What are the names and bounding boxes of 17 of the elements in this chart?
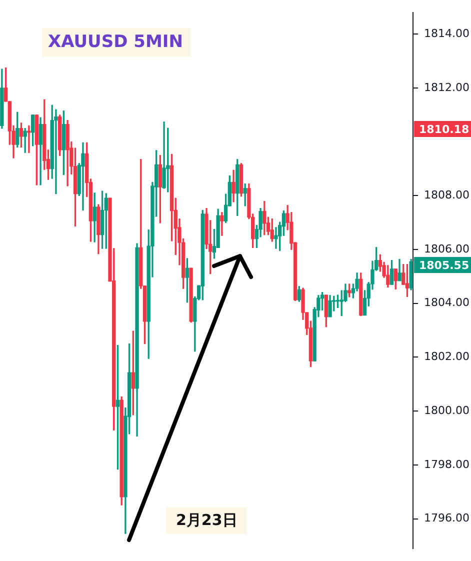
candlestick — [27, 125, 31, 153]
text: 1805.55 — [419, 258, 470, 272]
candlestick — [220, 212, 224, 236]
annotation: 2月23日 — [166, 507, 248, 534]
candlestick — [81, 142, 85, 211]
y-tick-label: 1808.00 — [424, 188, 470, 202]
candlestick — [54, 109, 58, 194]
text: 1810.18 — [419, 122, 470, 136]
y-tick-label: 1814.00 — [424, 27, 470, 40]
y-tick-label: 1812.00 — [424, 80, 470, 94]
y-tick-label: 1798.00 — [424, 458, 470, 471]
y-tick-label: 1806.00 — [424, 242, 470, 256]
text: XAUUSD 5MIN — [42, 28, 191, 57]
y-tick-label: 1800.00 — [424, 404, 470, 417]
y-tick-label: 1796.00 — [424, 512, 470, 525]
y-tick-label: 1802.00 — [424, 350, 470, 364]
y-tick-label: 1804.00 — [424, 296, 470, 310]
